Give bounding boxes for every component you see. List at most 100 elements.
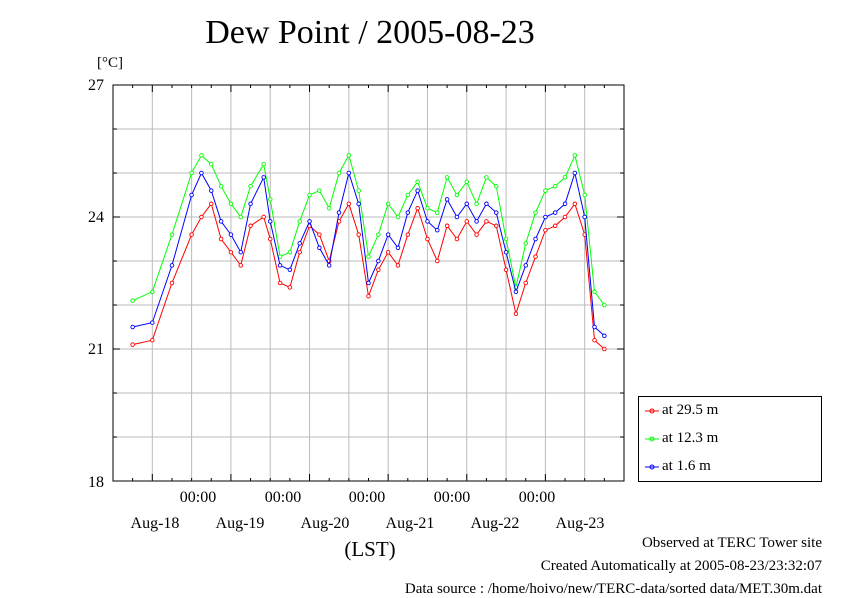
data-point-0 (150, 337, 155, 343)
data-point-1 (533, 210, 538, 215)
data-point-1 (385, 201, 391, 207)
data-point-1 (267, 197, 273, 202)
data-point-0 (130, 342, 135, 347)
data-point-2 (150, 320, 155, 325)
data-point-0 (425, 236, 430, 242)
data-point-2 (287, 267, 293, 273)
legend-label-29-5m: at 29.5 m (662, 402, 719, 418)
data-point-0 (218, 236, 224, 242)
series-line-0 (132, 202, 605, 350)
data-point-2 (444, 197, 450, 202)
data-point-2 (169, 263, 175, 268)
data-point-2 (376, 258, 381, 264)
legend: at 29.5 m at 12.3 m at 1.6 m (638, 396, 822, 482)
data-point-2 (425, 219, 430, 224)
data-point-0 (385, 249, 391, 255)
data-point-2 (238, 249, 243, 255)
data-point-1 (425, 205, 430, 211)
data-point-2 (356, 201, 361, 207)
data-point-0 (415, 205, 420, 211)
data-point-2 (562, 201, 568, 207)
legend-marker-green (645, 436, 659, 442)
data-point-0 (277, 280, 283, 286)
data-point-1 (572, 153, 578, 158)
data-point-0 (523, 280, 528, 286)
data-point-0 (189, 232, 194, 237)
data-point-2 (572, 170, 578, 176)
data-point-1 (209, 161, 214, 167)
data-point-2 (366, 280, 371, 286)
data-point-1 (307, 192, 312, 198)
data-point-1 (326, 205, 332, 211)
data-point-1 (464, 179, 470, 185)
data-point-0 (592, 337, 597, 343)
data-point-2 (523, 263, 528, 268)
data-point-2 (307, 219, 312, 224)
data-point-0 (474, 232, 479, 237)
data-point-2 (513, 289, 519, 295)
data-point-0 (494, 223, 499, 229)
data-point-1 (346, 153, 352, 158)
legend-marker-blue (645, 464, 659, 470)
x-tick-time-3: 00:00 (348, 489, 386, 506)
y-axis-unit: [°C] (97, 55, 123, 71)
data-point-1 (484, 175, 489, 180)
data-point-1 (356, 188, 361, 193)
data-point-0 (503, 267, 509, 273)
data-point-2 (317, 245, 322, 251)
x-tick-day-aug18: Aug-18 (130, 515, 180, 532)
x-tick-time-2: 00:00 (264, 489, 302, 506)
data-point-0 (356, 232, 361, 237)
data-point-0 (602, 346, 607, 352)
data-point-0 (435, 258, 440, 264)
data-point-0 (552, 223, 558, 229)
data-point-0 (199, 214, 204, 220)
data-point-0 (444, 223, 450, 229)
data-point-2 (189, 192, 194, 198)
data-point-1 (435, 210, 440, 215)
x-tick-time-1: 00:00 (179, 489, 217, 506)
data-point-1 (169, 232, 175, 237)
data-point-2 (228, 232, 234, 237)
x-tick-day-aug20: Aug-20 (300, 515, 350, 532)
data-point-0 (169, 280, 175, 286)
data-point-2 (130, 324, 135, 330)
data-point-2 (602, 333, 607, 339)
data-point-2 (552, 210, 558, 215)
data-point-1 (444, 175, 450, 180)
chart-title: Dew Point / 2005-08-23 (205, 14, 535, 51)
legend-entry-1-6m: at 1.6 m (639, 457, 823, 477)
data-point-2 (277, 263, 283, 268)
data-point-0 (562, 214, 568, 220)
data-point-2 (464, 201, 470, 207)
data-point-0 (454, 236, 460, 242)
data-point-2 (592, 324, 597, 330)
data-point-2 (484, 201, 489, 207)
data-point-1 (150, 289, 155, 295)
data-point-1 (287, 249, 293, 255)
data-point-0 (287, 285, 293, 290)
data-point-1 (218, 183, 224, 189)
series-line-2 (132, 171, 605, 337)
data-point-1 (415, 179, 420, 185)
data-point-1 (523, 241, 528, 246)
data-point-0 (317, 232, 322, 237)
data-point-0 (228, 249, 234, 255)
data-point-1 (503, 236, 509, 242)
data-point-1 (454, 192, 460, 198)
legend-entry-29-5m: at 29.5 m (639, 401, 823, 421)
data-point-2 (415, 188, 420, 193)
data-point-1 (366, 254, 371, 259)
data-point-2 (474, 219, 479, 224)
data-point-0 (248, 223, 253, 229)
data-point-1 (317, 188, 322, 193)
data-point-1 (228, 201, 234, 207)
series-line-1 (132, 153, 605, 306)
data-point-0 (346, 201, 352, 207)
data-point-0 (297, 249, 302, 255)
x-tick-day-aug19: Aug-19 (215, 515, 265, 532)
data-point-1 (199, 153, 204, 158)
data-point-0 (533, 254, 538, 259)
y-tick-label-24: 24 (88, 209, 104, 226)
data-point-0 (395, 263, 401, 268)
